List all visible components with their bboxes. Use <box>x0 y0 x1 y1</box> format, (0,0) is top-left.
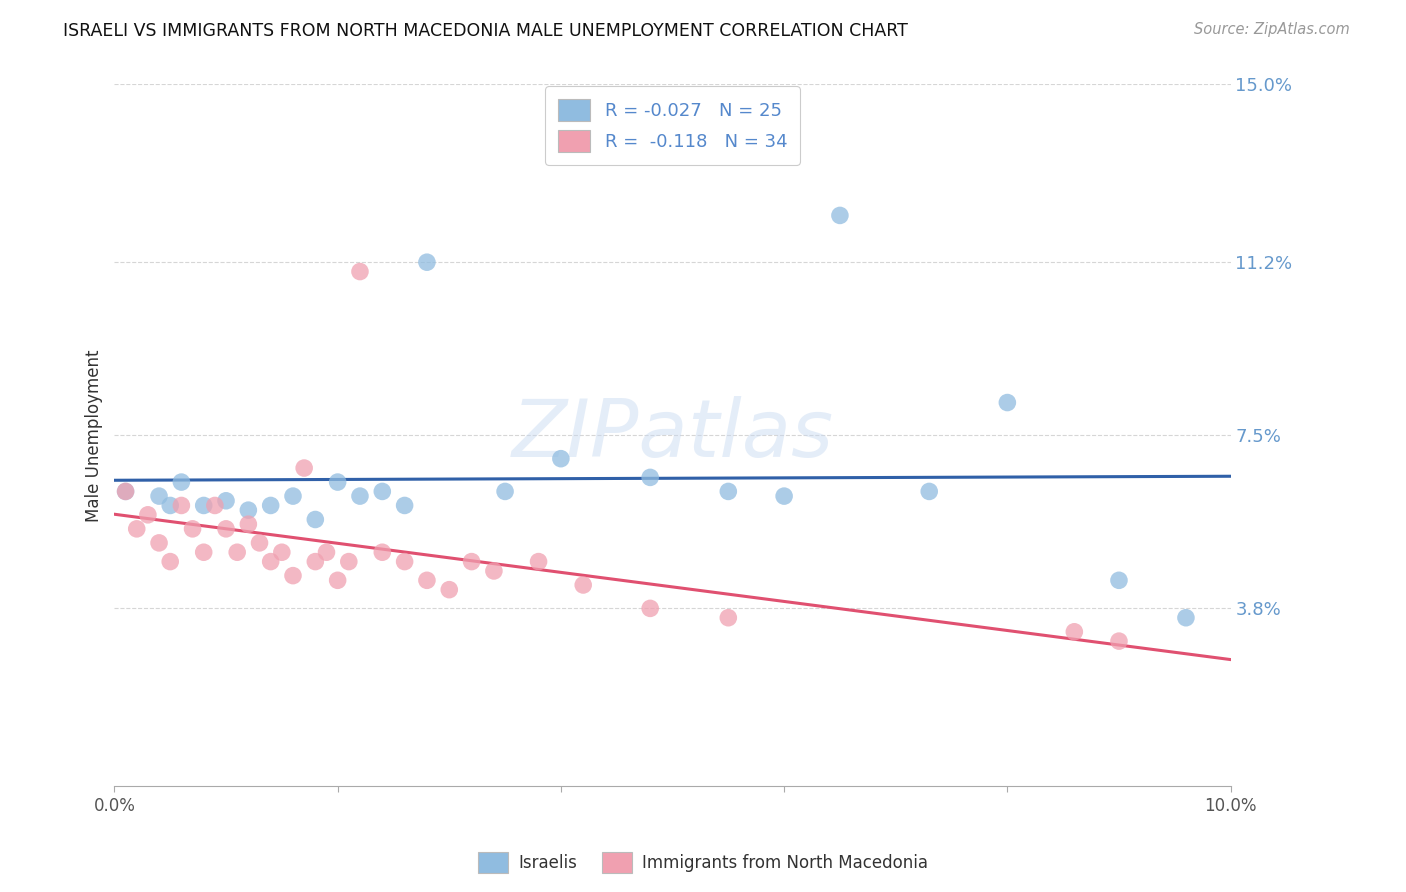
Point <box>125 522 148 536</box>
Point <box>181 522 204 536</box>
Point <box>260 555 283 569</box>
Point <box>394 499 416 513</box>
Point <box>337 555 360 569</box>
Point <box>148 489 170 503</box>
Point <box>315 545 337 559</box>
Point <box>550 451 572 466</box>
Point <box>159 555 181 569</box>
Point <box>193 499 215 513</box>
Point <box>1174 611 1197 625</box>
Point <box>572 578 595 592</box>
Text: ISRAELI VS IMMIGRANTS FROM NORTH MACEDONIA MALE UNEMPLOYMENT CORRELATION CHART: ISRAELI VS IMMIGRANTS FROM NORTH MACEDON… <box>63 22 908 40</box>
Point <box>159 499 181 513</box>
Point <box>260 499 283 513</box>
Point <box>1063 624 1085 639</box>
Point <box>114 484 136 499</box>
Point <box>1108 634 1130 648</box>
Point <box>292 461 315 475</box>
Point <box>238 503 260 517</box>
Point <box>371 545 394 559</box>
Point <box>148 536 170 550</box>
Point <box>439 582 461 597</box>
Point <box>281 489 304 503</box>
Point <box>638 470 661 484</box>
Point <box>215 493 238 508</box>
Point <box>527 555 550 569</box>
Point <box>460 555 482 569</box>
Point <box>995 395 1018 409</box>
Point <box>170 499 193 513</box>
Point <box>918 484 941 499</box>
Legend: R = -0.027   N = 25, R =  -0.118   N = 34: R = -0.027 N = 25, R = -0.118 N = 34 <box>546 87 800 165</box>
Point <box>304 512 326 526</box>
Point <box>270 545 292 559</box>
Point <box>773 489 796 503</box>
Text: ZIPatlas: ZIPatlas <box>512 396 834 475</box>
Y-axis label: Male Unemployment: Male Unemployment <box>86 349 103 522</box>
Point <box>349 489 371 503</box>
Point <box>170 475 193 489</box>
Point <box>215 522 238 536</box>
Point <box>638 601 661 615</box>
Point <box>326 574 349 588</box>
Point <box>226 545 249 559</box>
Point <box>494 484 516 499</box>
Point <box>371 484 394 499</box>
Point <box>281 568 304 582</box>
Point <box>193 545 215 559</box>
Point <box>238 517 260 532</box>
Point <box>416 574 439 588</box>
Point <box>482 564 505 578</box>
Point <box>828 209 851 223</box>
Point <box>304 555 326 569</box>
Point <box>1108 574 1130 588</box>
Point <box>249 536 271 550</box>
Point <box>114 484 136 499</box>
Point <box>204 499 226 513</box>
Point <box>416 255 439 269</box>
Text: Source: ZipAtlas.com: Source: ZipAtlas.com <box>1194 22 1350 37</box>
Point <box>349 264 371 278</box>
Point <box>326 475 349 489</box>
Legend: Israelis, Immigrants from North Macedonia: Israelis, Immigrants from North Macedoni… <box>471 846 935 880</box>
Point <box>394 555 416 569</box>
Point <box>136 508 159 522</box>
Point <box>717 484 740 499</box>
Point <box>717 611 740 625</box>
